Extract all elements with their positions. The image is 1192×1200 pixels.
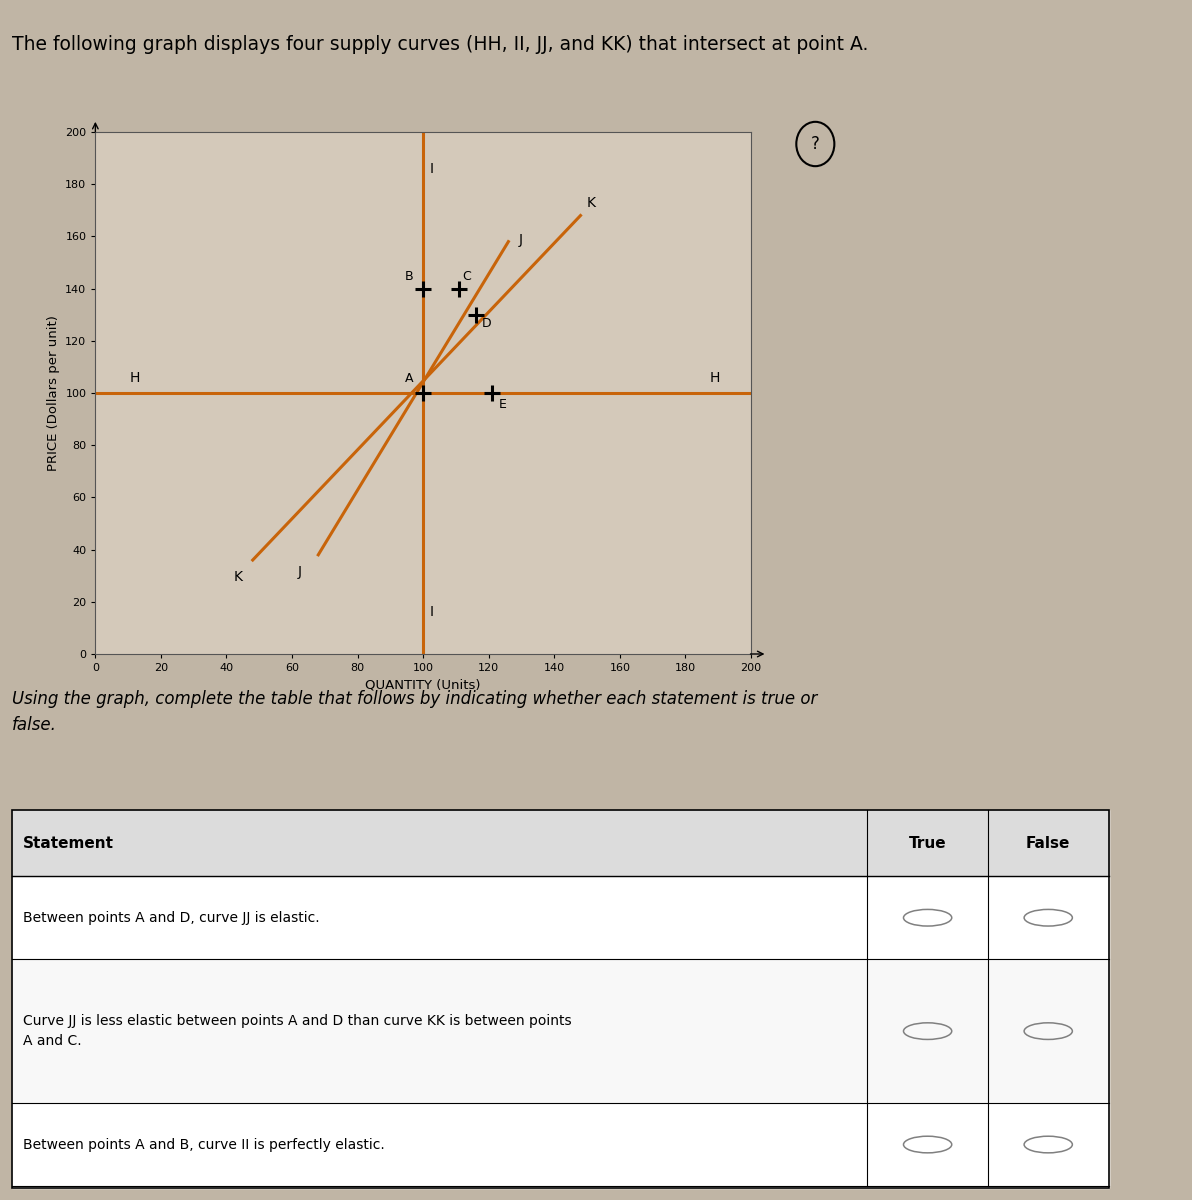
Text: I: I (429, 605, 434, 619)
X-axis label: QUANTITY (Units): QUANTITY (Units) (366, 678, 480, 691)
Text: H: H (130, 371, 139, 385)
Text: D: D (482, 317, 492, 330)
Text: True: True (908, 835, 946, 851)
Text: A: A (405, 372, 414, 385)
Text: I: I (429, 162, 434, 175)
Text: Statement: Statement (23, 835, 114, 851)
Text: H: H (709, 371, 720, 385)
Text: Curve JJ is less elastic between points A and D than curve KK is between points
: Curve JJ is less elastic between points … (23, 1014, 571, 1048)
Text: B: B (405, 270, 414, 283)
Text: Between points A and D, curve JJ is elastic.: Between points A and D, curve JJ is elas… (23, 911, 319, 925)
Text: C: C (462, 270, 471, 283)
Text: K: K (234, 570, 243, 584)
Text: K: K (586, 197, 596, 210)
Text: Using the graph, complete the table that follows by indicating whether each stat: Using the graph, complete the table that… (12, 690, 818, 734)
Text: J: J (298, 565, 302, 580)
Text: Between points A and B, curve II is perfectly elastic.: Between points A and B, curve II is perf… (23, 1138, 385, 1152)
Text: False: False (1026, 835, 1070, 851)
Text: ?: ? (811, 134, 820, 152)
Text: E: E (498, 398, 507, 412)
Text: J: J (519, 233, 522, 247)
Text: The following graph displays four supply curves (HH, II, JJ, and KK) that inters: The following graph displays four supply… (12, 36, 868, 54)
Bar (12, 959, 1109, 1103)
Bar (12, 876, 1109, 959)
Y-axis label: PRICE (Dollars per unit): PRICE (Dollars per unit) (46, 316, 60, 470)
Bar (12, 810, 1109, 876)
Bar (12, 1103, 1109, 1186)
